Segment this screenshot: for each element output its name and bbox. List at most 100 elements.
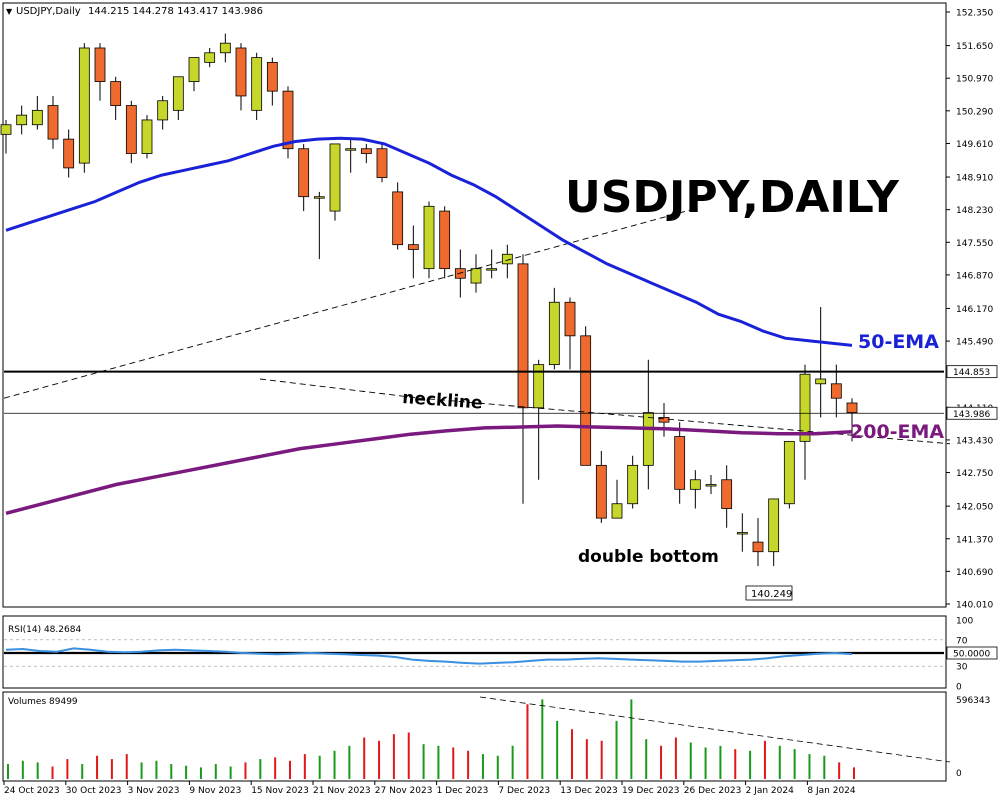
candle-body bbox=[611, 503, 623, 519]
candle bbox=[830, 364, 842, 418]
candle-body bbox=[642, 412, 654, 466]
date-axis: 24 Oct 2023 30 Oct 2023 3 Nov 2023 9 Nov 20… bbox=[3, 781, 856, 796]
price-tick-label: 151.650 bbox=[956, 42, 993, 52]
resistance-price-label: 144.853 bbox=[953, 368, 990, 378]
candle bbox=[501, 244, 513, 279]
ohlc-readout: 144.215 144.278 143.417 143.986 bbox=[88, 6, 263, 17]
candle-body bbox=[627, 464, 639, 505]
candle bbox=[266, 57, 278, 106]
candle bbox=[768, 498, 780, 567]
candle-body bbox=[595, 464, 607, 519]
candle bbox=[658, 402, 670, 437]
ema200-line bbox=[5, 424, 853, 515]
candle bbox=[31, 95, 43, 130]
candle bbox=[564, 297, 576, 370]
rsi-level-label: 50.0000 bbox=[953, 650, 990, 660]
candle-body bbox=[423, 205, 435, 270]
candle bbox=[157, 95, 169, 130]
candle-body bbox=[752, 541, 764, 553]
candle-body bbox=[392, 191, 404, 246]
price-tick-label: 141.370 bbox=[956, 535, 993, 545]
price-tick-label: 146.170 bbox=[956, 305, 993, 315]
candle bbox=[63, 129, 75, 178]
candlestick-series bbox=[0, 33, 858, 567]
volume-trend-line bbox=[479, 696, 951, 763]
ema50-label: 50-EMA bbox=[858, 331, 939, 353]
date-tick-label: 7 Dec 2023 bbox=[498, 786, 550, 796]
date-tick-label: 15 Nov 2023 bbox=[251, 786, 309, 796]
candle-body bbox=[94, 47, 106, 82]
neckline-dashed-line bbox=[259, 378, 951, 445]
price-tick-label: 142.750 bbox=[956, 469, 993, 479]
date-tick-label: 2 Jan 2024 bbox=[746, 786, 794, 796]
candle-body bbox=[266, 61, 278, 92]
price-axis: 152.350 151.650 150.970 150.290 149.610 148.9… bbox=[946, 9, 998, 611]
volume-tick-label: 596343 bbox=[956, 696, 990, 706]
price-tick-label: 150.970 bbox=[956, 75, 993, 85]
candle-body bbox=[282, 90, 294, 150]
candle-body bbox=[674, 436, 686, 490]
candle bbox=[141, 115, 153, 159]
low-value-box bbox=[745, 585, 793, 601]
date-tick-label: 27 Nov 2023 bbox=[375, 786, 433, 796]
date-tick-label: 24 Oct 2023 bbox=[4, 786, 60, 796]
rsi-level-box bbox=[946, 646, 998, 660]
candle bbox=[0, 119, 12, 154]
price-tick-label: 149.610 bbox=[956, 140, 993, 150]
candle-body bbox=[188, 57, 200, 82]
rsi-line bbox=[5, 647, 853, 665]
candle bbox=[282, 86, 294, 159]
price-tick-label: 140.690 bbox=[956, 568, 993, 578]
candle-body bbox=[705, 484, 717, 487]
candle bbox=[172, 76, 184, 120]
rsi-tick-label: 70 bbox=[956, 636, 968, 646]
candle bbox=[517, 254, 529, 504]
collapse-triangle-icon[interactable]: ▼ bbox=[6, 7, 13, 16]
price-tick-label: 145.490 bbox=[956, 338, 993, 348]
candle bbox=[533, 359, 545, 480]
rsi-title: RSI(14) 48.2684 bbox=[8, 625, 81, 635]
indicator-lines bbox=[3, 136, 951, 515]
candle bbox=[799, 364, 811, 480]
candle bbox=[204, 47, 216, 68]
candle-body bbox=[313, 196, 325, 199]
price-tick-label: 147.550 bbox=[956, 239, 993, 249]
candle-body bbox=[16, 114, 28, 126]
current-price-label-box bbox=[946, 406, 998, 420]
candle-body bbox=[219, 42, 231, 54]
candle bbox=[439, 206, 451, 279]
neckline-label: neckline bbox=[402, 388, 484, 414]
current-price-label: 143.986 bbox=[953, 410, 990, 420]
candle-body bbox=[125, 105, 137, 154]
volume-series: 596343 0 bbox=[7, 696, 990, 779]
candle-body bbox=[172, 76, 184, 111]
candle bbox=[329, 143, 341, 221]
candle bbox=[360, 143, 372, 164]
candle bbox=[580, 326, 592, 466]
candle-body bbox=[235, 47, 247, 97]
big-title: USDJPY,DAILY bbox=[565, 172, 900, 223]
candle bbox=[752, 518, 764, 567]
candle-body bbox=[564, 301, 576, 337]
candle-body bbox=[31, 109, 43, 126]
candle-body bbox=[329, 143, 341, 212]
candle-body bbox=[548, 301, 560, 366]
ema50-line bbox=[5, 136, 853, 347]
candle bbox=[47, 95, 59, 149]
candle-body bbox=[799, 373, 811, 442]
price-tick-label: 140.010 bbox=[956, 601, 993, 611]
candle-body bbox=[345, 148, 357, 151]
candle bbox=[423, 201, 435, 279]
date-tick-label: 21 Nov 2023 bbox=[313, 786, 371, 796]
candle-body bbox=[141, 119, 153, 154]
low-value-label: 140.249 bbox=[751, 589, 792, 600]
candle bbox=[846, 398, 858, 442]
rsi-tick-label: 30 bbox=[956, 663, 968, 673]
candle bbox=[376, 143, 388, 183]
price-tick-label: 146.870 bbox=[956, 271, 993, 281]
candle-body bbox=[486, 268, 498, 271]
price-tick-label: 148.230 bbox=[956, 206, 993, 216]
candle-body bbox=[470, 268, 482, 284]
candle-body bbox=[298, 148, 310, 198]
